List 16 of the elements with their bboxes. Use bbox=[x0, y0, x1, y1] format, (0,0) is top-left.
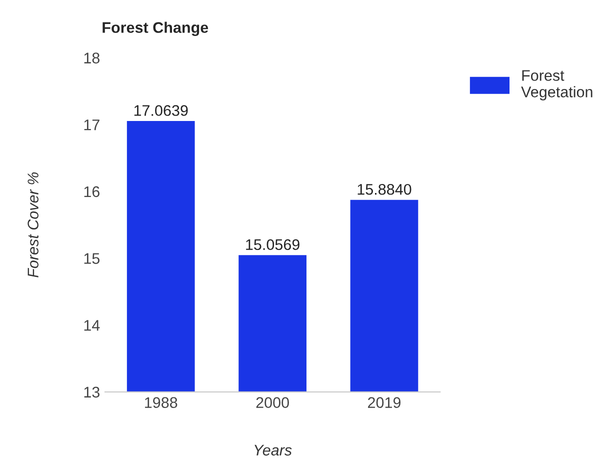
y-tick-label: 14 bbox=[84, 320, 100, 331]
legend-label: Forest Vegetation bbox=[521, 70, 592, 100]
data-label: 17.0639 bbox=[134, 105, 188, 116]
y-tick-label: 18 bbox=[84, 52, 100, 64]
x-tick-label: 2019 bbox=[368, 397, 400, 408]
x-tick-label: 1988 bbox=[145, 397, 178, 408]
y-tick-label: 15 bbox=[84, 253, 100, 264]
data-label: 15.8840 bbox=[358, 184, 412, 195]
y-tick-label: 16 bbox=[84, 186, 100, 198]
chart-title: Forest Change bbox=[102, 22, 208, 36]
x-tick-label: 2000 bbox=[256, 397, 289, 408]
y-axis-title: Forest Cover % bbox=[28, 172, 38, 278]
y-tick-label: 17 bbox=[84, 120, 100, 130]
y-tick-label: 13 bbox=[84, 386, 100, 398]
x-axis-title: Years bbox=[254, 444, 292, 456]
data-label: 15.0569 bbox=[246, 239, 300, 250]
